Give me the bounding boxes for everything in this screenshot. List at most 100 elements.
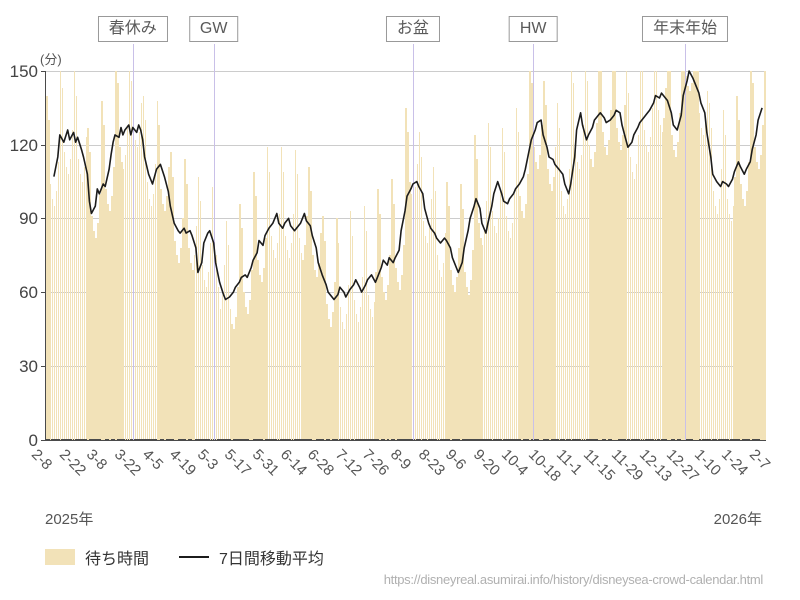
wait-bar: [760, 154, 762, 440]
wait-bar: [407, 132, 409, 440]
wait-bar: [468, 294, 470, 440]
wait-bar: [274, 257, 277, 440]
y-tick-30: [41, 365, 46, 367]
wait-bar: [65, 166, 68, 440]
wait-bar: [353, 299, 356, 440]
wait-bar: [347, 284, 350, 440]
era-label-2025: 2025年: [45, 511, 94, 528]
wait-bar: [259, 274, 261, 440]
wait-bar: [568, 169, 571, 440]
wait-bar: [381, 277, 383, 440]
wait-bar: [401, 274, 403, 440]
wait-bar: [124, 154, 127, 440]
wait-bar: [93, 230, 95, 440]
wait-bar: [302, 260, 304, 440]
wait-bar: [397, 282, 399, 440]
wait-bar: [217, 287, 220, 440]
wait-bar: [192, 270, 194, 440]
wait-bar: [657, 110, 659, 440]
wait-bar: [261, 282, 263, 440]
wait-bar: [249, 299, 251, 440]
y-tick-label-60: 60: [19, 283, 38, 303]
wait-bar: [284, 235, 287, 440]
wait-bar: [440, 277, 442, 440]
wait-bar: [282, 171, 285, 440]
wait-bar: [622, 134, 624, 440]
wait-bar: [499, 188, 502, 440]
wait-bar: [95, 238, 97, 440]
wait-bar: [351, 235, 354, 440]
wait-bar: [332, 311, 334, 440]
wait-bar: [162, 203, 164, 440]
wait-bar: [126, 125, 129, 440]
wait-bar: [426, 243, 429, 440]
wait-bar: [286, 250, 289, 440]
wait-bar: [148, 198, 151, 440]
wait-bar: [336, 218, 338, 440]
wait-bar: [403, 245, 405, 440]
wait-bar: [91, 215, 93, 440]
wait-bar: [556, 102, 559, 440]
wait-bar: [182, 218, 184, 440]
wait-bar: [330, 326, 332, 440]
wait-bar: [345, 314, 348, 440]
wait-bar: [113, 166, 115, 440]
wait-bar: [661, 132, 663, 440]
event-line-4: [685, 44, 687, 440]
wait-bar: [107, 203, 109, 440]
x-axis-line: [45, 438, 766, 441]
wait-bar: [602, 132, 604, 440]
wait-bar: [756, 161, 758, 440]
wait-bar: [681, 71, 683, 440]
wait-bar: [223, 265, 225, 440]
wait-bar: [543, 80, 545, 440]
wait-bar: [476, 159, 478, 440]
wait-bar: [341, 321, 344, 440]
wait-bar: [586, 80, 588, 440]
wait-bar: [158, 125, 160, 440]
wait-bar: [572, 83, 575, 440]
y-axis-line: [45, 71, 46, 440]
wait-bar: [679, 112, 681, 440]
wait-bar: [517, 132, 519, 440]
wait-bar: [764, 71, 766, 440]
wait-bar: [231, 324, 233, 440]
wait-bar: [379, 213, 381, 440]
y-tick-60: [41, 292, 46, 294]
wait-bar: [592, 166, 594, 440]
wait-bar: [677, 142, 679, 440]
wait-bar: [122, 169, 125, 440]
wait-bar: [221, 294, 224, 440]
wait-bar: [724, 134, 727, 440]
wait-bar: [726, 198, 728, 440]
wait-bar: [105, 188, 107, 440]
wait-bar: [235, 316, 237, 440]
wait-bar: [750, 71, 752, 440]
wait-bar: [675, 157, 677, 440]
wait-bar: [472, 250, 474, 440]
wait-bar: [693, 71, 695, 440]
y-tick-label-120: 120: [9, 135, 38, 155]
wait-bar: [393, 203, 395, 440]
wait-bar: [734, 176, 736, 440]
wait-bar: [698, 112, 701, 440]
wait-bar: [115, 71, 117, 440]
wait-bar: [655, 71, 657, 440]
wait-bar: [424, 235, 427, 440]
wait-bar: [328, 319, 330, 440]
wait-bar: [588, 144, 590, 440]
wait-bar: [170, 152, 172, 440]
wait-bar: [69, 159, 72, 440]
wait-bar: [430, 198, 433, 440]
wait-bar: [442, 262, 444, 440]
wait-bar: [172, 176, 174, 440]
wait-bar: [501, 127, 504, 440]
y-tick-0: [41, 439, 46, 441]
wait-bar: [199, 201, 202, 440]
wait-bar: [744, 206, 746, 440]
event-label-3: HW: [508, 16, 558, 42]
wait-bar: [511, 223, 513, 440]
wait-bar: [377, 188, 379, 440]
wait-bar: [391, 179, 393, 440]
wait-bar: [201, 265, 204, 440]
